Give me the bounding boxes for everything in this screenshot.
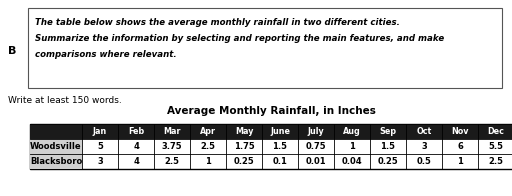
Text: 5: 5 <box>97 142 103 151</box>
Text: Nov: Nov <box>451 127 469 136</box>
Text: 3: 3 <box>97 157 103 166</box>
Text: 0.25: 0.25 <box>378 157 398 166</box>
Text: 4: 4 <box>133 157 139 166</box>
Bar <box>30 139 82 154</box>
Text: Woodsville: Woodsville <box>30 142 82 151</box>
Text: 0.1: 0.1 <box>272 157 287 166</box>
Text: 0.75: 0.75 <box>306 142 326 151</box>
Text: Mar: Mar <box>163 127 181 136</box>
Text: 1.75: 1.75 <box>233 142 254 151</box>
Text: 6: 6 <box>457 142 463 151</box>
Text: 1: 1 <box>205 157 211 166</box>
Text: 1.5: 1.5 <box>272 142 288 151</box>
Bar <box>30 154 82 169</box>
Text: 1: 1 <box>349 142 355 151</box>
Text: 1.5: 1.5 <box>380 142 395 151</box>
Text: 0.5: 0.5 <box>417 157 432 166</box>
Text: Oct: Oct <box>416 127 432 136</box>
Text: 0.25: 0.25 <box>233 157 254 166</box>
Text: Aug: Aug <box>343 127 361 136</box>
Text: 0.04: 0.04 <box>342 157 362 166</box>
Text: 5.5: 5.5 <box>488 142 503 151</box>
Text: 1: 1 <box>457 157 463 166</box>
Text: The table below shows the average monthly rainfall in two different cities.: The table below shows the average monthl… <box>35 18 400 27</box>
Text: 3.75: 3.75 <box>162 142 182 151</box>
Text: Feb: Feb <box>128 127 144 136</box>
Text: 0.01: 0.01 <box>306 157 326 166</box>
Text: Summarize the information by selecting and reporting the main features, and make: Summarize the information by selecting a… <box>35 34 444 43</box>
Text: Write at least 150 words.: Write at least 150 words. <box>8 96 122 105</box>
Text: 2.5: 2.5 <box>201 142 216 151</box>
Text: Blacksboro: Blacksboro <box>30 157 82 166</box>
Text: May: May <box>234 127 253 136</box>
Text: Dec: Dec <box>487 127 504 136</box>
Text: 2.5: 2.5 <box>164 157 180 166</box>
Text: 4: 4 <box>133 142 139 151</box>
Text: 2.5: 2.5 <box>488 157 503 166</box>
Text: Sep: Sep <box>379 127 397 136</box>
Bar <box>30 124 512 169</box>
Text: June: June <box>270 127 290 136</box>
Text: Jan: Jan <box>93 127 107 136</box>
Text: comparisons where relevant.: comparisons where relevant. <box>35 50 177 59</box>
Text: B: B <box>8 46 16 56</box>
Bar <box>28 8 502 88</box>
Bar <box>30 124 512 139</box>
Text: 3: 3 <box>421 142 427 151</box>
Text: July: July <box>308 127 325 136</box>
Text: Apr: Apr <box>200 127 216 136</box>
Text: Average Monthly Rainfall, in Inches: Average Monthly Rainfall, in Inches <box>166 106 375 116</box>
